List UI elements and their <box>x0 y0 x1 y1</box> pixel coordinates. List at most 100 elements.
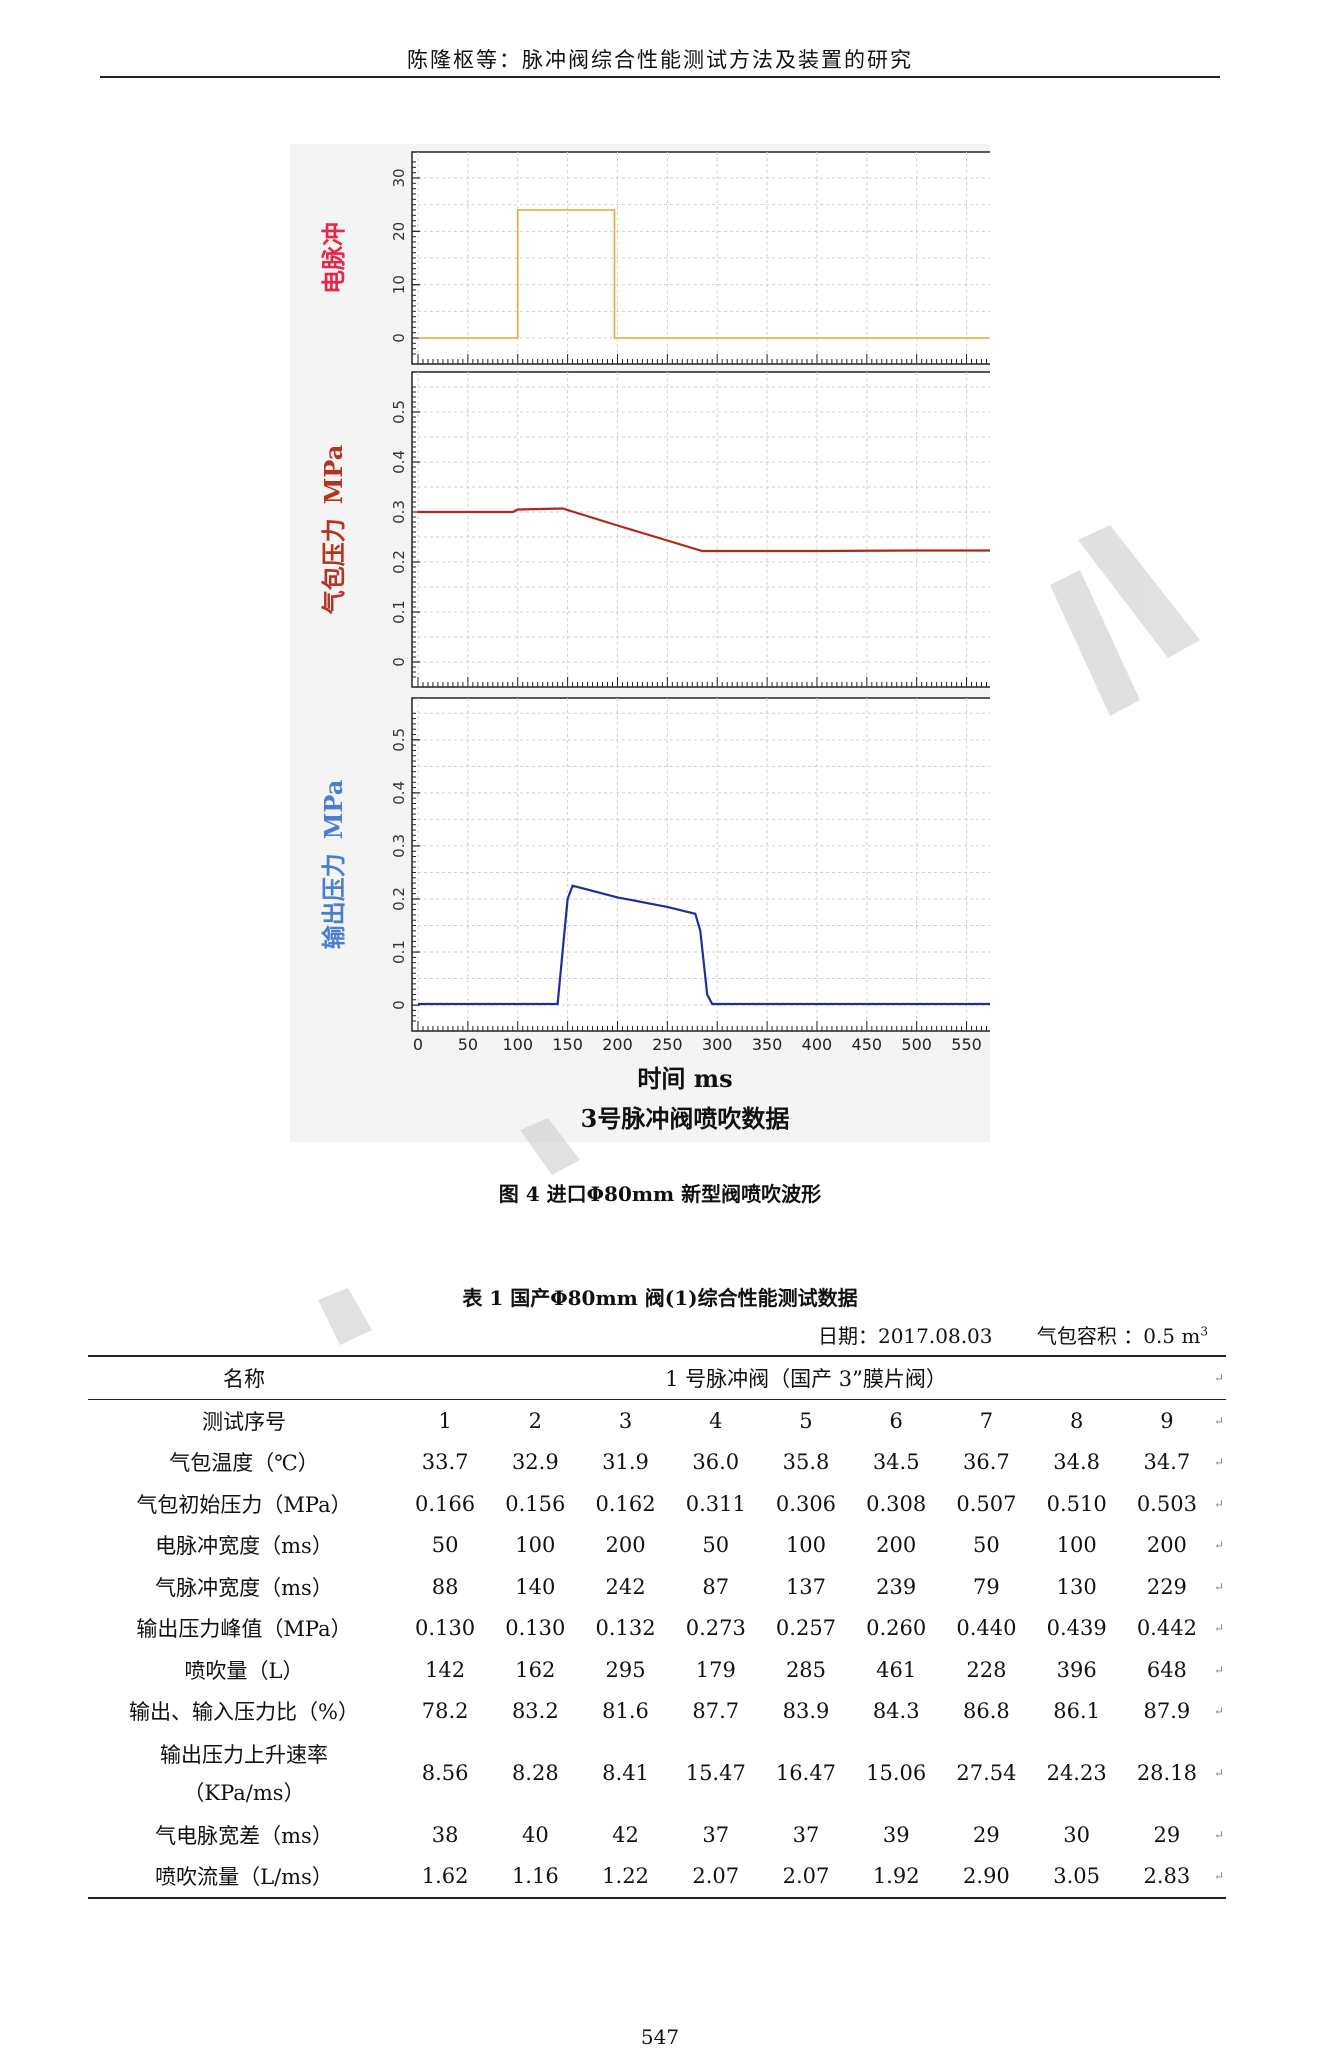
panel-y-label-name: 气包压力 <box>319 518 348 615</box>
table-cell: 87.9 <box>1143 1699 1191 1724</box>
table-cell: 0.311 <box>685 1491 746 1516</box>
table-cell: 28.18 <box>1136 1761 1197 1785</box>
table-cell: 86.1 <box>1053 1699 1101 1724</box>
table-cell: 36.0 <box>692 1450 740 1475</box>
table-row: 气包初始压力（MPa） 0.166 0.156 0.162 0.311 0.306 0.30… <box>88 1483 1226 1525</box>
y-tick-label: 0.5 <box>390 728 408 752</box>
table-cell: 0.442 <box>1136 1616 1197 1641</box>
table-cell: 1.16 <box>490 1855 581 1899</box>
row-label-text: 输出压力峰值（MPa） <box>136 1617 352 1642</box>
y-tick-label: 0.3 <box>390 500 408 524</box>
tank-volume-sup: 3 <box>1200 1324 1208 1339</box>
table-cell: 242 <box>605 1574 646 1599</box>
return-mark: ↵ <box>1213 1496 1225 1511</box>
x-tick-label: 550 <box>951 1035 982 1054</box>
watermark-stroke <box>1050 570 1140 716</box>
row-label-text: 喷吹流量（L/ms） <box>155 1865 333 1890</box>
y-tick-label: 0.1 <box>390 600 408 624</box>
x-tick-label: 100 <box>502 1035 533 1054</box>
row-label: 输出、输入压力比（%） <box>88 1691 400 1733</box>
y-tick-label: 20 <box>390 222 408 241</box>
table-cell: 84.3 <box>872 1699 920 1724</box>
table-cell: 5 <box>799 1408 813 1433</box>
table-cell: 1 <box>438 1408 452 1433</box>
x-tick-label: 250 <box>652 1035 683 1054</box>
tank-volume-text: 气包容积 ：0.5 m <box>1036 1324 1201 1348</box>
table-cell: 50 <box>702 1533 730 1558</box>
table-cell: 130 <box>1056 1574 1097 1599</box>
return-mark: ↵ <box>1212 1355 1226 1400</box>
table-cell: 78.2 <box>421 1699 469 1724</box>
table-cell: 228 <box>966 1657 1007 1682</box>
table-cell: 0.306 <box>775 1491 837 1516</box>
table-cell: 0.273 <box>685 1616 746 1641</box>
table-cell: 229 <box>1146 1574 1187 1599</box>
table-cell: 396 <box>1056 1657 1097 1682</box>
row-label: 输出压力上升速率 （KPa/ms） <box>88 1732 400 1814</box>
row-label: 气电脉宽差（ms） <box>88 1814 400 1856</box>
return-mark: ↵ <box>1213 1455 1225 1470</box>
y-tick-label: 0.1 <box>390 940 408 964</box>
table-cell: 50 <box>431 1533 459 1558</box>
table-cell: 81.6 <box>602 1699 649 1724</box>
table-cell: 0.132 <box>595 1616 656 1641</box>
table-row: 测试序号 1 2 3 4 5 6 7 8 9 ↵ <box>88 1400 1226 1442</box>
panel-y-label-name: 输出压力 <box>319 853 348 949</box>
table-cell: 100 <box>785 1533 827 1558</box>
y-tick-label: 10 <box>390 275 408 294</box>
table-row: 输出、输入压力比（%） 78.2 83.2 81.6 87.7 83.9 84.3 86.8 8… <box>88 1691 1226 1733</box>
row-label-text: 输出、输入压力比（%） <box>129 1700 359 1725</box>
header-rule <box>100 76 1220 78</box>
table-cell: 8 <box>1069 1408 1084 1433</box>
table-cell: 1.92 <box>851 1855 942 1899</box>
table-cell: 8.41 <box>602 1761 649 1785</box>
series-line <box>418 884 990 1006</box>
table-cell: 1.22 <box>580 1855 671 1899</box>
table-cell: 8.56 <box>421 1761 469 1785</box>
panel-y-label: 气包压力 MPa <box>319 445 348 616</box>
table-cell: 648 <box>1146 1657 1187 1682</box>
header-group: 1 号脉冲阀（国产 3”膜片阀） <box>400 1355 1212 1400</box>
row-label: 喷吹流量（L/ms） <box>88 1855 400 1899</box>
panel-frame <box>411 371 990 688</box>
table-cell: 0.503 <box>1136 1491 1197 1516</box>
row-label-text: 气电脉宽差（ms） <box>155 1823 333 1848</box>
table-cell: 50 <box>973 1533 1000 1558</box>
x-tick-label: 50 <box>458 1035 478 1054</box>
table-cell: 1.62 <box>400 1855 491 1899</box>
y-tick-label: 0.2 <box>390 550 408 574</box>
x-tick-label: 300 <box>702 1035 733 1054</box>
table-row: 电脉冲宽度（ms） 50 100 200 50 100 200 50 100 200 ↵ <box>88 1525 1226 1567</box>
table-cell: 32.9 <box>511 1450 559 1475</box>
table-cell: 2.90 <box>941 1855 1032 1899</box>
row-label-text: 输出压力上升速率 <box>160 1743 328 1767</box>
table-cell: 0.507 <box>956 1491 1017 1516</box>
figure-caption: 图 4 进口Φ80mm 新型阀喷吹波形 <box>498 1182 822 1206</box>
table-cell: 0.130 <box>415 1616 476 1641</box>
table-cell: 295 <box>605 1657 646 1682</box>
series-line <box>418 507 990 553</box>
x-axis-label: 时间 ms <box>637 1064 732 1093</box>
performance-table: 名称 1 号脉冲阀（国产 3”膜片阀） ↵ 测试序号 1 2 3 4 5 6 7 8 9 ↵ 气包温度… <box>88 1355 1226 1899</box>
table-cell: 0.439 <box>1046 1616 1107 1641</box>
table-cell: 0.166 <box>415 1491 476 1516</box>
table-cell: 3.05 <box>1031 1855 1122 1899</box>
table-cell: 34.7 <box>1143 1450 1191 1475</box>
table-cell: 83.2 <box>511 1699 559 1724</box>
panel-y-label-name: 电脉冲 <box>319 222 348 294</box>
test-date: 日期：2017.08.03 <box>817 1324 993 1348</box>
panel-y-label: 电脉冲 <box>319 222 348 294</box>
table-cell: 3 <box>618 1408 633 1433</box>
return-mark: ↵ <box>1213 1413 1225 1428</box>
table-cell: 0.308 <box>866 1491 927 1516</box>
table-cell: 0.130 <box>505 1616 566 1641</box>
table-cell: 27.54 <box>956 1761 1017 1785</box>
table-cell: 34.5 <box>872 1450 920 1475</box>
table-cell: 35.8 <box>782 1450 830 1475</box>
panel-y-label-unit: MPa <box>319 445 348 505</box>
table-cell: 33.7 <box>421 1450 469 1475</box>
table-cell: 37 <box>702 1822 730 1847</box>
table-cell: 16.47 <box>775 1761 837 1785</box>
table-cell: 2.07 <box>760 1855 852 1899</box>
x-tick-label: 200 <box>602 1035 633 1054</box>
